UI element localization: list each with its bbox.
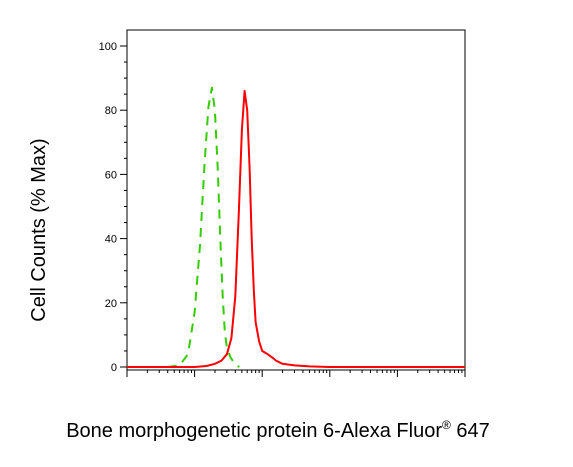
y-tick-label: 80 bbox=[105, 105, 117, 117]
plot-frame bbox=[126, 29, 466, 371]
series-layer bbox=[127, 86, 465, 368]
x-axis-title-main: Bone morphogenetic protein 6-Alexa Fluor bbox=[66, 420, 442, 442]
x-axis-title-registered: ® bbox=[442, 418, 451, 432]
series-line-2 bbox=[127, 89, 465, 368]
x-axis-title-suffix: 647 bbox=[451, 420, 490, 442]
y-axis-title: Cell Counts (% Max) bbox=[28, 138, 50, 321]
y-tick-label: 100 bbox=[99, 41, 117, 53]
x-axis bbox=[126, 370, 466, 377]
series-line-1 bbox=[167, 86, 240, 368]
y-axis: 0 20 40 60 80 100 bbox=[99, 41, 127, 374]
x-axis-title: Bone morphogenetic protein 6-Alexa Fluor… bbox=[66, 418, 490, 442]
y-tick-label: 60 bbox=[105, 169, 117, 181]
y-tick-label: 20 bbox=[105, 298, 117, 310]
y-tick-label: 0 bbox=[111, 362, 117, 374]
y-tick-label: 40 bbox=[105, 234, 117, 246]
